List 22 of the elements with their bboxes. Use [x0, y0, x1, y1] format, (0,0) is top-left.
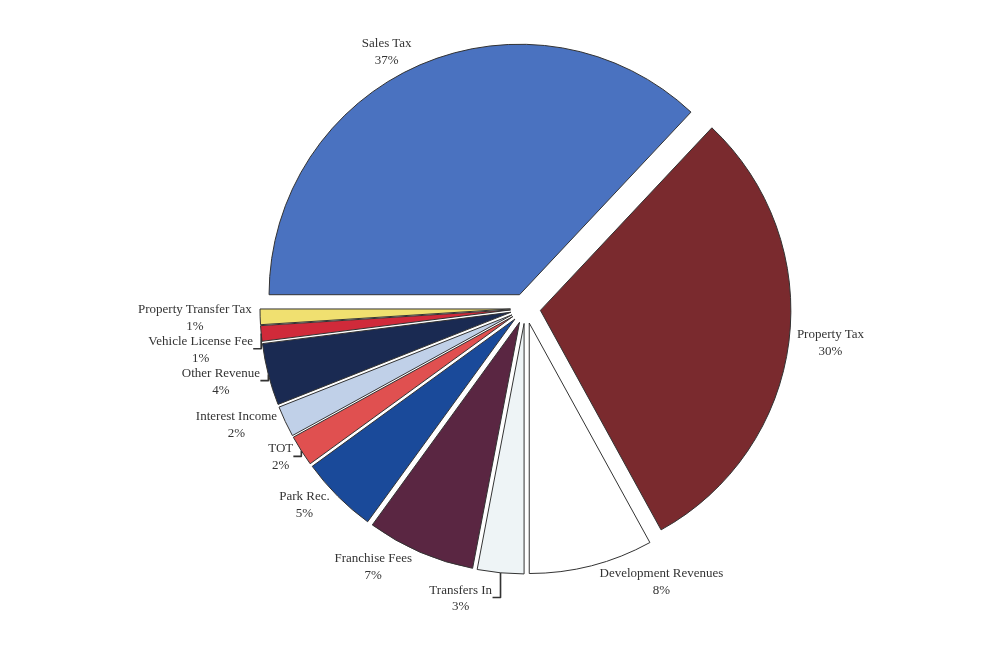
slice-label: TOT — [268, 440, 294, 456]
data-label: 5% — [295, 505, 314, 521]
slice-label: Sales Tax — [361, 35, 413, 51]
slice-label: Interest Income — [195, 408, 278, 424]
slice-label: Franchise Fees — [334, 549, 413, 565]
slice-label: Development Revenues — [599, 564, 724, 580]
data-label: 1% — [191, 349, 210, 365]
slice-label: Vehicle License Fee — [148, 332, 254, 348]
data-label: 1% — [186, 317, 204, 333]
data-label: 3% — [452, 598, 470, 614]
data-label: 2% — [227, 425, 246, 441]
data-label: 4% — [212, 381, 230, 397]
slice-label: Property Tax — [796, 326, 865, 342]
slice-label: Park Rec. — [279, 488, 330, 504]
slice-label: Transfers In — [429, 581, 493, 597]
data-label: 7% — [364, 566, 383, 582]
slice-label: Other Revenue — [181, 364, 261, 380]
data-label: 37% — [374, 52, 399, 68]
data-label: 2% — [272, 457, 290, 473]
data-label: 30% — [818, 342, 843, 358]
data-label: 8% — [652, 581, 671, 597]
slice-label: Property Transfer Tax — [137, 300, 253, 316]
